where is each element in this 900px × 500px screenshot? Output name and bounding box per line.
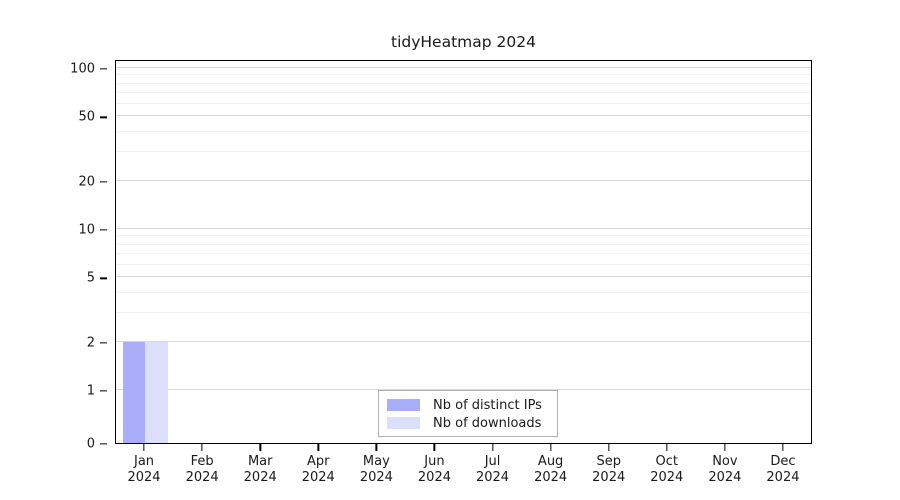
gridline-minor	[116, 263, 811, 265]
gridline-major	[116, 228, 811, 229]
x-tick-year: 2024	[708, 470, 742, 485]
x-tick-label: Mar 2024	[244, 454, 277, 486]
x-tick-label: Jun 2024	[418, 454, 451, 486]
x-tick-month: Feb	[190, 454, 214, 469]
x-tick-month: Nov	[712, 454, 738, 469]
x-tick-label: Feb 2024	[186, 454, 219, 486]
gridline-minor	[116, 292, 811, 294]
gridline-minor	[116, 235, 811, 237]
y-tick-label: 1	[86, 383, 95, 399]
x-tick-mark	[491, 444, 494, 451]
x-tick-month: Oct	[655, 454, 679, 469]
x-tick-mark	[549, 444, 552, 451]
y-tick-mark	[100, 341, 107, 344]
x-axis: Jan 2024 Feb 2024 Mar 2024 Apr 2024 May 2024 Jun 20…	[115, 444, 812, 494]
x-tick-label: Aug 2024	[534, 454, 567, 486]
y-axis: 0 1 2 5 10 20 50 100	[0, 60, 107, 452]
bar	[122, 341, 146, 443]
gridline-minor	[116, 74, 811, 76]
gridline-major	[116, 179, 811, 181]
y-tick-label: 5	[86, 270, 95, 286]
x-tick-month: Apr	[307, 454, 330, 469]
x-tick-month: Jun	[424, 454, 445, 469]
y-tick-mark	[100, 277, 107, 280]
x-tick-month: May	[362, 454, 390, 469]
x-tick-year: 2024	[301, 470, 335, 485]
x-tick-year: 2024	[185, 470, 219, 485]
gridline-minor	[116, 252, 811, 254]
x-tick-label: Sep 2024	[592, 454, 625, 486]
x-tick-label: Dec 2024	[766, 454, 799, 486]
x-tick-label: Jan 2024	[127, 454, 160, 486]
legend-label: Nb of distinct IPs	[433, 397, 542, 413]
gridline-major	[116, 389, 811, 390]
x-tick-year: 2024	[592, 470, 626, 485]
x-tick-mark	[143, 444, 145, 451]
y-tick-mark	[100, 229, 107, 231]
gridline-minor	[116, 131, 811, 133]
x-tick-month: Jan	[134, 454, 155, 469]
x-tick-mark	[608, 444, 610, 451]
x-tick-label: Apr 2024	[302, 454, 335, 486]
x-tick-year: 2024	[475, 470, 510, 485]
x-tick-mark	[259, 444, 261, 451]
y-tick-label: 100	[70, 61, 95, 77]
x-tick-year: 2024	[417, 470, 451, 485]
x-tick-mark	[782, 444, 784, 451]
x-tick-mark	[433, 444, 436, 451]
x-tick-month: Jul	[484, 454, 501, 469]
gridline-minor	[116, 243, 811, 245]
gridline-major	[116, 276, 811, 278]
x-tick-month: Aug	[537, 454, 564, 469]
y-tick-label: 20	[78, 174, 95, 190]
x-tick-label: Nov 2024	[708, 454, 741, 486]
x-tick-month: Mar	[247, 454, 273, 469]
y-tick-label: 10	[78, 222, 95, 238]
chart-title: tidyHeatmap 2024	[391, 33, 536, 51]
x-tick-label: May 2024	[360, 454, 393, 486]
x-tick-label: Jul 2024	[476, 454, 509, 486]
gridline-major	[116, 340, 811, 342]
gridline-minor	[116, 102, 811, 104]
x-tick-month: Dec	[770, 454, 796, 469]
y-tick-mark	[100, 68, 107, 70]
gridline-minor	[116, 82, 811, 84]
gridline-major	[116, 115, 811, 117]
y-tick-mark	[100, 116, 107, 119]
x-tick-year: 2024	[243, 470, 277, 485]
x-tick-year: 2024	[650, 470, 684, 485]
x-tick-mark	[201, 444, 203, 451]
x-tick-mark	[317, 444, 319, 451]
bar	[145, 341, 168, 443]
legend-item: Nb of distinct IPs	[387, 396, 549, 414]
x-tick-month: Sep	[596, 454, 621, 469]
y-tick-mark	[100, 390, 107, 392]
legend-label: Nb of downloads	[433, 415, 542, 431]
plot-area	[115, 60, 812, 444]
x-tick-label: Oct 2024	[650, 454, 683, 486]
x-tick-year: 2024	[359, 470, 393, 485]
y-tick-label: 0	[86, 436, 95, 452]
gridline-minor	[116, 312, 811, 314]
legend-swatch	[387, 417, 420, 429]
legend-item: Nb of downloads	[387, 414, 549, 432]
y-tick-mark	[100, 180, 107, 183]
x-tick-mark	[375, 444, 378, 451]
x-tick-mark	[666, 444, 668, 451]
gridline-minor	[116, 151, 811, 153]
gridline-minor	[116, 91, 811, 93]
x-tick-mark	[724, 444, 726, 451]
y-tick-label: 50	[78, 109, 95, 125]
y-tick-mark	[100, 443, 107, 445]
x-tick-year: 2024	[766, 470, 800, 485]
chart-legend: Nb of distinct IPs Nb of downloads	[378, 390, 558, 437]
y-tick-label: 2	[86, 335, 95, 351]
x-tick-year: 2024	[127, 470, 161, 485]
legend-swatch	[387, 399, 420, 411]
gridline-major	[116, 67, 811, 68]
x-tick-year: 2024	[534, 470, 568, 485]
